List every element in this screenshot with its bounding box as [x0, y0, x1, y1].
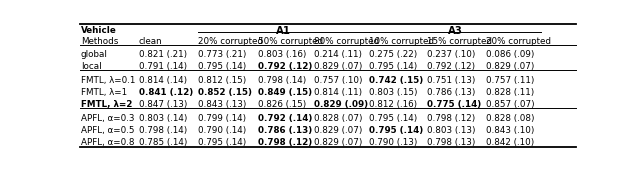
Text: 0.751 (.13): 0.751 (.13) [428, 76, 476, 85]
Text: 0.785 (.14): 0.785 (.14) [138, 138, 187, 147]
Text: FMTL, λ=1: FMTL, λ=1 [81, 88, 127, 97]
Text: 0.757 (.11): 0.757 (.11) [486, 76, 534, 85]
Text: 0.792 (.14): 0.792 (.14) [257, 114, 312, 123]
Text: APFL, α=0.3: APFL, α=0.3 [81, 114, 134, 123]
Text: 0.803 (.13): 0.803 (.13) [428, 126, 476, 135]
Text: 0.795 (.14): 0.795 (.14) [198, 138, 246, 147]
Text: 0.829 (.09): 0.829 (.09) [314, 100, 368, 109]
Text: 0.828 (.08): 0.828 (.08) [486, 114, 534, 123]
Text: 0.849 (.15): 0.849 (.15) [257, 88, 312, 97]
Text: 0.829 (.07): 0.829 (.07) [314, 62, 362, 71]
Text: 0.214 (.11): 0.214 (.11) [314, 50, 362, 59]
Text: 0.757 (.10): 0.757 (.10) [314, 76, 363, 85]
Text: 0.829 (.07): 0.829 (.07) [314, 138, 362, 147]
Text: 0.791 (.14): 0.791 (.14) [138, 62, 187, 71]
Text: 0.798 (.14): 0.798 (.14) [138, 126, 187, 135]
Text: clean: clean [138, 37, 162, 46]
Text: A1: A1 [276, 26, 291, 36]
Text: APFL, α=0.8: APFL, α=0.8 [81, 138, 134, 147]
Text: 0.803 (.14): 0.803 (.14) [138, 114, 187, 123]
Text: 0.790 (.14): 0.790 (.14) [198, 126, 246, 135]
Text: 0.798 (.14): 0.798 (.14) [257, 76, 306, 85]
Text: 80% corrupted: 80% corrupted [314, 37, 380, 46]
Text: 0.773 (.21): 0.773 (.21) [198, 50, 246, 59]
Text: 0.775 (.14): 0.775 (.14) [428, 100, 481, 109]
Text: FMTL, λ=0.1: FMTL, λ=0.1 [81, 76, 136, 85]
Text: 0.826 (.15): 0.826 (.15) [257, 100, 306, 109]
Text: 0.821 (.21): 0.821 (.21) [138, 50, 187, 59]
Text: 0.829 (.07): 0.829 (.07) [486, 62, 534, 71]
Text: 0.803 (.16): 0.803 (.16) [257, 50, 306, 59]
Text: 0.086 (.09): 0.086 (.09) [486, 50, 534, 59]
Text: 0.795 (.14): 0.795 (.14) [369, 114, 417, 123]
Text: 15% corrupted: 15% corrupted [428, 37, 492, 46]
Text: 0.798 (.13): 0.798 (.13) [428, 138, 476, 147]
Text: 0.812 (.16): 0.812 (.16) [369, 100, 417, 109]
Text: 0.237 (.10): 0.237 (.10) [428, 50, 476, 59]
Text: global: global [81, 50, 108, 59]
Text: 0.795 (.14): 0.795 (.14) [369, 126, 423, 135]
Text: 0.841 (.12): 0.841 (.12) [138, 88, 193, 97]
Text: 0.790 (.13): 0.790 (.13) [369, 138, 417, 147]
Text: 0.812 (.15): 0.812 (.15) [198, 76, 246, 85]
Text: 0.798 (.12): 0.798 (.12) [428, 114, 476, 123]
Text: 0.843 (.13): 0.843 (.13) [198, 100, 246, 109]
Text: local: local [81, 62, 102, 71]
Text: 0.847 (.13): 0.847 (.13) [138, 100, 187, 109]
Text: 0.742 (.15): 0.742 (.15) [369, 76, 423, 85]
Text: 0.795 (.14): 0.795 (.14) [198, 62, 246, 71]
Text: 20% corrupted: 20% corrupted [198, 37, 262, 46]
Text: 0.798 (.12): 0.798 (.12) [257, 138, 312, 147]
Text: 20% corrupted: 20% corrupted [486, 37, 551, 46]
Text: 50% corrupted: 50% corrupted [257, 37, 323, 46]
Text: 0.814 (.11): 0.814 (.11) [314, 88, 362, 97]
Text: 0.786 (.13): 0.786 (.13) [257, 126, 312, 135]
Text: APFL, α=0.5: APFL, α=0.5 [81, 126, 134, 135]
Text: FMTL, λ=2: FMTL, λ=2 [81, 100, 132, 109]
Text: 0.792 (.12): 0.792 (.12) [257, 62, 312, 71]
Text: 0.857 (.07): 0.857 (.07) [486, 100, 534, 109]
Text: 0.275 (.22): 0.275 (.22) [369, 50, 417, 59]
Text: 0.828 (.11): 0.828 (.11) [486, 88, 534, 97]
Text: 0.803 (.15): 0.803 (.15) [369, 88, 417, 97]
Text: 0.799 (.14): 0.799 (.14) [198, 114, 246, 123]
Text: 0.795 (.14): 0.795 (.14) [369, 62, 417, 71]
Text: Vehicle: Vehicle [81, 26, 116, 35]
Text: 0.842 (.10): 0.842 (.10) [486, 138, 534, 147]
Text: Methods: Methods [81, 37, 118, 46]
Text: 0.786 (.13): 0.786 (.13) [428, 88, 476, 97]
Text: 10% corrupted: 10% corrupted [369, 37, 434, 46]
Text: A3: A3 [447, 26, 463, 36]
Text: 0.814 (.14): 0.814 (.14) [138, 76, 187, 85]
Text: 0.828 (.07): 0.828 (.07) [314, 114, 363, 123]
Text: 0.829 (.07): 0.829 (.07) [314, 126, 362, 135]
Text: 0.843 (.10): 0.843 (.10) [486, 126, 534, 135]
Text: 0.852 (.15): 0.852 (.15) [198, 88, 252, 97]
Text: 0.792 (.12): 0.792 (.12) [428, 62, 476, 71]
